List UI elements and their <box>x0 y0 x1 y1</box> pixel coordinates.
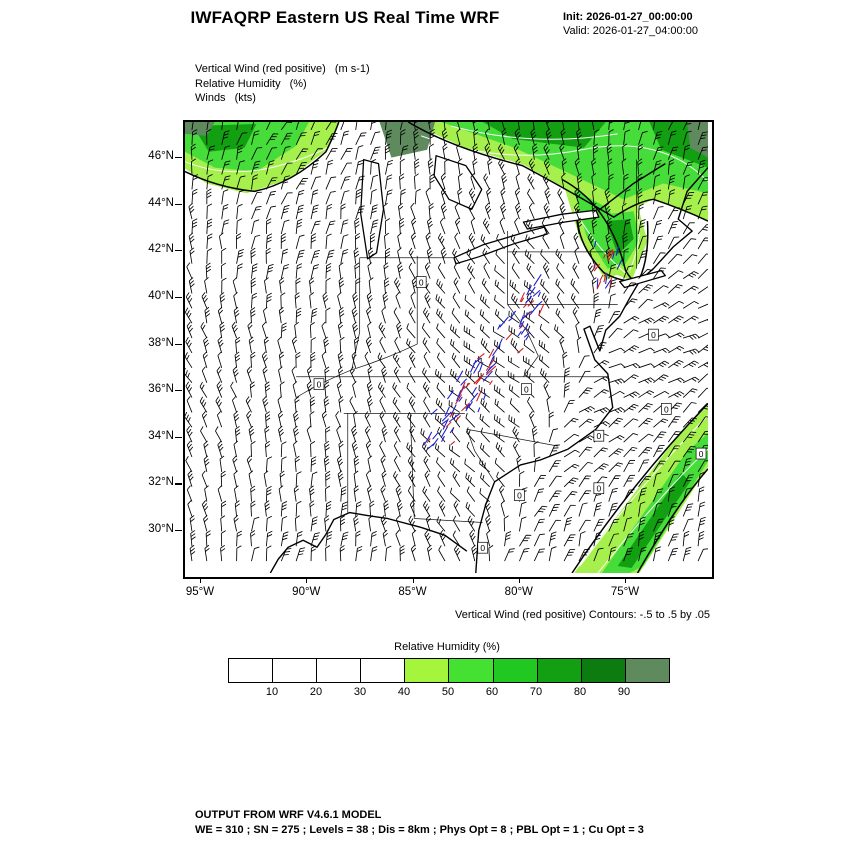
footer-config-line: WE = 310 ; SN = 275 ; Levels = 38 ; Dis … <box>195 824 644 836</box>
lat-tick-mark <box>175 436 182 438</box>
timestamps: Init: 2026-01-27_00:00:00 Valid: 2026-01… <box>563 10 698 38</box>
lat-tick-label: 30°N <box>148 523 174 535</box>
colorbar <box>228 658 670 683</box>
lon-tick-label: 75°W <box>610 586 640 598</box>
latitude-axis: 46°N 44°N 42°N 40°N 38°N 36°N 34°N 32°N 30°N <box>122 120 174 575</box>
svg-text:0: 0 <box>419 278 424 288</box>
colorbar-segment <box>229 659 274 682</box>
colorbar-segment <box>449 659 494 682</box>
lat-tick-label: 46°N <box>148 150 174 162</box>
colorbar-segment <box>581 659 626 682</box>
colorbar-tick-label: 20 <box>309 686 323 698</box>
colorbar-segment <box>317 659 362 682</box>
footer-model-line: OUTPUT FROM WRF V4.6.1 MODEL <box>195 809 382 821</box>
lat-tick-mark <box>175 203 182 205</box>
weather-map: 0 0 0 0 0 0 0 0 0 0 <box>185 122 708 573</box>
lat-tick-label: 44°N <box>148 196 174 209</box>
legend-winds-label: Winds <box>195 92 226 104</box>
svg-text:0: 0 <box>699 449 704 459</box>
colorbar-segment <box>625 659 669 682</box>
wind-barbs <box>185 122 708 562</box>
field-legend: Vertical Wind (red positive) (m s-1) Rela… <box>195 62 370 106</box>
colorbar-tick-label: 60 <box>485 686 499 698</box>
legend-row-relative-humidity: Relative Humidity (%) <box>195 77 370 92</box>
svg-text:0: 0 <box>664 404 669 414</box>
svg-text:0: 0 <box>596 431 601 441</box>
lat-tick-mark <box>175 296 182 299</box>
vertical-wind-contours <box>423 240 623 450</box>
colorbar-tick-labels: 10 20 30 40 50 60 70 80 90 <box>228 686 668 700</box>
lat-tick-mark <box>175 390 182 392</box>
lat-tick-label: 38°N <box>148 336 174 349</box>
lon-tick-mark <box>200 576 202 583</box>
colorbar-segment <box>537 659 582 682</box>
svg-text:0: 0 <box>517 491 522 501</box>
colorbar-tick-label: 80 <box>573 686 587 698</box>
lon-tick-label: 90°W <box>292 586 321 598</box>
colorbar-tick-label: 90 <box>617 686 631 698</box>
svg-text:0: 0 <box>651 330 656 340</box>
lon-tick-mark <box>306 576 308 583</box>
lon-tick-mark <box>518 576 520 583</box>
great-lakes <box>360 155 666 289</box>
legend-row-vertical-wind: Vertical Wind (red positive) (m s-1) <box>195 62 370 77</box>
svg-text:0: 0 <box>524 385 529 395</box>
colorbar-tick-label: 30 <box>353 686 367 698</box>
colorbar-segment <box>405 659 450 682</box>
lon-tick-mark <box>625 576 627 583</box>
lon-tick-label: 85°W <box>398 586 427 598</box>
legend-relative-humidity-units: (%) <box>289 77 307 90</box>
contour-caption: Vertical Wind (red positive) Contours: -… <box>455 609 710 621</box>
init-timestamp: Init: 2026-01-27_00:00:00 <box>563 11 693 23</box>
lat-tick-mark <box>175 157 182 159</box>
colorbar-tick-label: 40 <box>397 686 411 698</box>
colorbar-title: Relative Humidity (%) <box>394 641 500 653</box>
colorbar-segment <box>273 659 318 682</box>
lat-tick-mark <box>175 343 182 345</box>
legend-relative-humidity-label: Relative Humidity <box>195 77 281 90</box>
lat-tick-label: 34°N <box>148 429 174 442</box>
lon-tick-label: 95°W <box>185 586 215 598</box>
lat-tick-mark <box>175 250 182 252</box>
legend-vertical-wind-label: Vertical Wind (red positive) <box>195 63 326 75</box>
lon-tick-mark <box>412 576 414 583</box>
legend-vertical-wind-units: (m s-1) <box>334 63 370 75</box>
svg-text:0: 0 <box>596 484 601 494</box>
longitude-axis: 95°W 90°W 85°W 80°W 75°W <box>183 584 710 600</box>
lat-tick-mark <box>175 530 182 532</box>
zero-contour-labels: 0 0 0 0 0 0 0 0 0 0 <box>313 276 707 554</box>
footer: OUTPUT FROM WRF V4.6.1 MODEL WE = 310 ; … <box>195 808 644 838</box>
colorbar-segment <box>361 659 406 682</box>
map-figure: 0 0 0 0 0 0 0 0 0 0 <box>183 120 714 579</box>
lon-tick-label: 80°W <box>504 586 533 598</box>
legend-row-winds: Winds (kts) <box>195 91 370 106</box>
lat-tick-label: 32°N <box>148 476 174 489</box>
lat-tick-mark <box>175 483 182 485</box>
svg-text:0: 0 <box>480 543 485 553</box>
page-title: IWFAQRP Eastern US Real Time WRF <box>190 8 500 27</box>
colorbar-tick-label: 10 <box>265 686 279 698</box>
legend-winds-units: (kts) <box>234 92 256 104</box>
colorbar-segment <box>493 659 538 682</box>
valid-timestamp: Valid: 2026-01-27_04:00:00 <box>563 25 698 37</box>
colorbar-tick-label: 70 <box>529 686 543 698</box>
lat-tick-label: 36°N <box>148 383 174 396</box>
colorbar-tick-label: 50 <box>441 686 455 698</box>
svg-text:0: 0 <box>317 380 322 390</box>
lat-tick-label: 42°N <box>148 243 174 256</box>
lat-tick-label: 40°N <box>148 289 174 302</box>
